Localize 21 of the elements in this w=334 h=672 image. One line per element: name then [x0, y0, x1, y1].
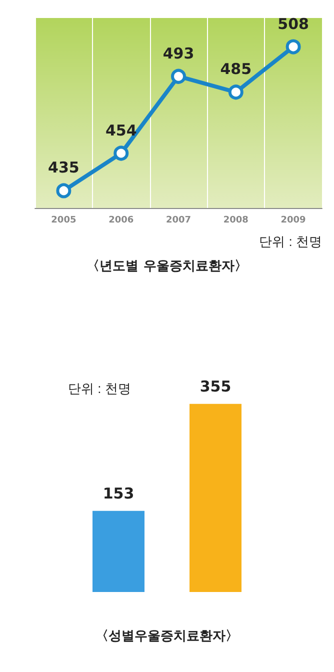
- text: 단위 : 천명: [259, 234, 322, 249]
- point: [286, 39, 301, 54]
- text: 〈년도별 우울증치료환자〉: [86, 259, 248, 274]
- x-tick-label: 2009: [280, 216, 306, 226]
- data-label: 435: [48, 158, 80, 177]
- point: [228, 84, 244, 100]
- data-label: 485: [220, 60, 252, 78]
- point: [114, 146, 129, 161]
- point: [171, 68, 186, 84]
- data-label: 508: [278, 14, 309, 33]
- x-tick-label: 2007: [166, 216, 192, 226]
- data-label: 153: [102, 484, 134, 502]
- x-tick-label: 2006: [108, 216, 134, 226]
- x-tick-label: 2005: [51, 216, 76, 226]
- text: 단위 : 천명: [68, 381, 131, 396]
- data-label: 355: [200, 377, 232, 396]
- data-label: 454: [105, 121, 137, 140]
- x-tick-label: 2008: [223, 216, 248, 226]
- point: [56, 183, 72, 198]
- text: 〈성별우울증치료환자〉: [96, 629, 238, 644]
- data-label: 493: [162, 44, 194, 62]
